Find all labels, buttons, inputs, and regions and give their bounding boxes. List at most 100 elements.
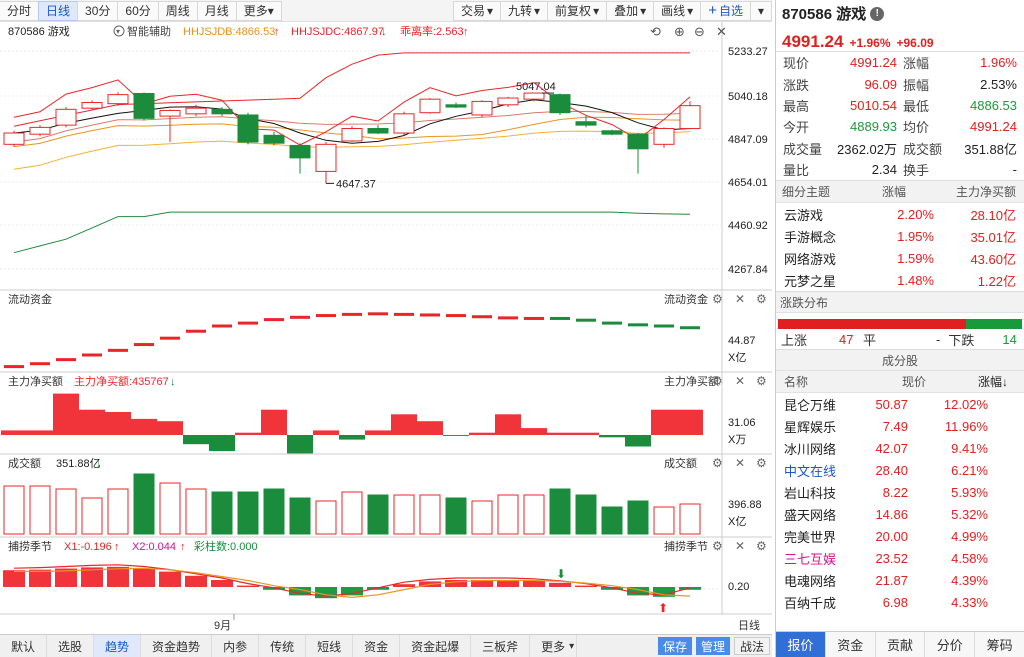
constituent-row[interactable]: 三七互娱 23.52 4.58% [776,547,1024,569]
quote-tab-1[interactable]: 资金 [826,632,876,657]
volume-bar[interactable] [627,500,649,535]
flow-bar[interactable] [654,324,674,328]
candle[interactable] [107,94,129,105]
volume-bar[interactable] [575,494,597,535]
flow-bar[interactable] [602,321,622,325]
constituent-row[interactable]: 中文在线 28.40 6.21% [776,459,1024,481]
quote-tab-2[interactable]: 贡献 [876,632,926,657]
flow-bar[interactable] [472,315,492,319]
candle[interactable] [497,97,519,106]
candle[interactable] [55,108,77,126]
volume-bar[interactable] [159,482,181,535]
season-bar[interactable] [29,569,51,587]
candle[interactable] [29,126,51,135]
const-col-2[interactable]: 涨幅↓ [977,375,1008,390]
sub-theme-row[interactable]: 元梦之星 1.48% 1.22亿 [776,269,1024,291]
candle[interactable] [341,128,363,142]
volume-bar[interactable] [55,488,77,535]
toolbar-button-0[interactable]: 交易 ▾ [452,0,501,21]
volume-bar[interactable] [471,500,493,535]
candle[interactable] [523,92,545,100]
volume-bar[interactable] [445,497,467,535]
constituent-row[interactable]: 昆仑万维 50.87 12.02% [776,393,1024,415]
flow-bar[interactable] [134,343,154,347]
volume-bar[interactable] [29,485,51,535]
volume-bar[interactable] [3,485,25,535]
gear-icon[interactable]: ⚙ [712,539,723,553]
zoom-in-icon[interactable]: ⊕ [674,24,685,39]
candle[interactable] [133,93,155,119]
candle[interactable] [263,134,285,144]
candle[interactable] [367,128,389,134]
season-panel[interactable] [0,564,722,599]
gear-icon[interactable]: ⚙ [756,539,767,553]
volume-bar[interactable] [81,497,103,535]
quote-tab-0[interactable]: 报价 [776,632,826,657]
main-net-bar[interactable] [209,435,235,452]
main-net-bar[interactable] [287,435,313,454]
flow-bar[interactable] [82,353,102,357]
volume-bar[interactable] [523,494,545,535]
sub-theme-row[interactable]: 网络游戏 1.59% 43.60亿 [776,247,1024,269]
flow-bar[interactable] [420,313,440,317]
candle[interactable] [211,108,233,115]
volume-bar[interactable] [367,494,389,535]
main-net-bar[interactable] [521,428,547,435]
main-net-bar[interactable] [27,430,53,435]
constituent-row[interactable]: 盛天网络 14.86 5.32% [776,503,1024,525]
gear-icon[interactable]: ⚙ [756,374,767,388]
season-bar[interactable] [81,567,103,587]
add-watchlist-button[interactable]: + 自选 [700,0,751,21]
candle[interactable] [3,132,25,145]
volume-bar[interactable] [419,494,441,535]
main-net-bar[interactable] [443,435,469,436]
indicator-tab-1[interactable]: 选股 [47,635,95,657]
close-icon[interactable]: ✕ [735,292,745,306]
main-net-bar[interactable] [339,435,365,440]
flow-bar[interactable] [550,316,570,320]
season-bar[interactable] [393,584,415,587]
volume-bar[interactable] [497,494,519,535]
flow-bar[interactable] [316,314,336,318]
main-net-bar[interactable] [235,432,261,435]
season-bar[interactable] [471,580,493,587]
season-bar[interactable] [237,585,259,587]
period-tab-2[interactable]: 30分 [77,0,119,21]
main-net-bar[interactable] [651,409,677,435]
candle[interactable] [289,144,311,159]
season-bar[interactable] [107,566,129,587]
flow-bar[interactable] [30,362,50,366]
main-net-bar[interactable] [53,393,79,435]
indicator-tab-3[interactable]: 资金趋势 [141,635,213,657]
constituent-row[interactable]: 岩山科技 8.22 5.93% [776,481,1024,503]
candle[interactable] [653,128,675,145]
indicator-tab-5[interactable]: 传统 [259,635,307,657]
candle[interactable] [575,121,597,126]
main-net-bar[interactable] [677,409,703,435]
price-panel[interactable] [3,52,701,254]
volume-bar[interactable] [601,506,623,535]
main-net-panel[interactable] [1,393,703,454]
gear-icon[interactable]: ⚙ [756,292,767,306]
main-net-bar[interactable] [625,435,651,447]
flow-bar[interactable] [342,312,362,316]
indicator-tab-8[interactable]: 资金起爆 [400,635,472,657]
main-net-bar[interactable] [261,409,287,435]
toolbar-button-1[interactable]: 九转 ▾ [500,0,549,21]
info-icon[interactable]: ! [870,6,885,21]
gear-icon[interactable]: ⚙ [756,456,767,470]
flow-bar[interactable] [160,336,180,340]
candle[interactable] [549,94,571,114]
flow-bar[interactable] [368,312,388,316]
volume-bar[interactable] [263,488,285,535]
main-net-bar[interactable] [417,421,443,435]
more-periods-button[interactable]: 更多 ▾ [235,0,282,21]
period-tab-3[interactable]: 60分 [117,0,159,21]
candle[interactable] [419,98,441,114]
volume-bar[interactable] [185,488,207,535]
toolbar-button-3[interactable]: 叠加 ▾ [606,0,655,21]
flow-panel[interactable] [4,312,700,369]
main-net-bar[interactable] [469,432,495,435]
flow-bar[interactable] [498,316,518,320]
indicator-tab-0[interactable]: 默认 [0,635,48,657]
